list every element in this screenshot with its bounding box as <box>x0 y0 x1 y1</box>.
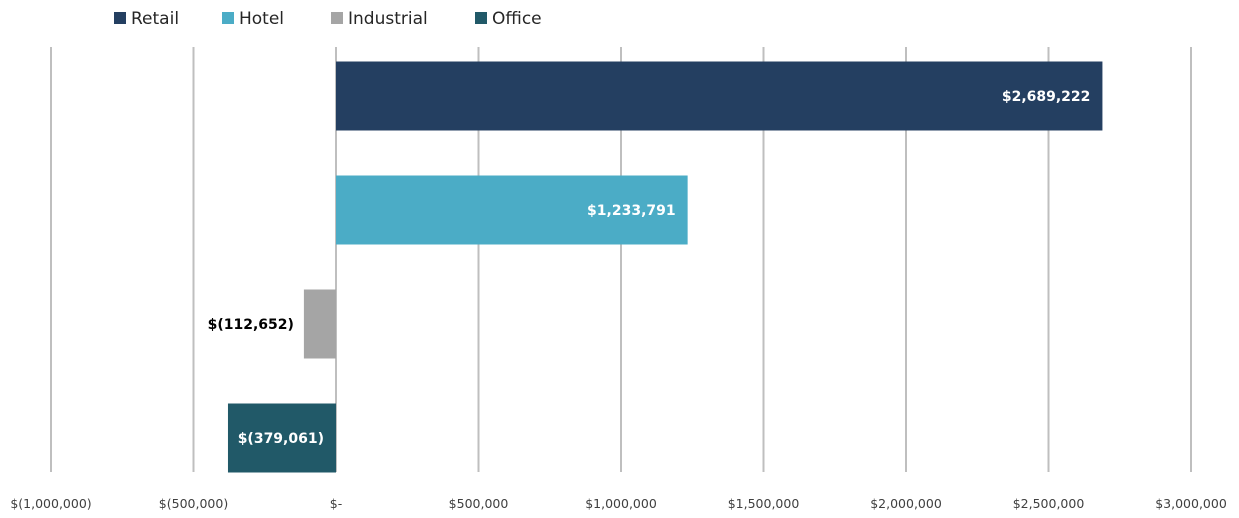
x-tick-label: $(500,000) <box>159 496 228 511</box>
data-label-industrial: $(112,652) <box>208 317 294 333</box>
legend-swatch-hotel <box>222 12 234 24</box>
legend: Retail Hotel Industrial Office <box>114 9 542 29</box>
bars <box>227 61 1103 473</box>
legend-swatch-industrial <box>331 12 343 24</box>
x-axis-ticks: $(1,000,000) $(500,000) $- $500,000 $1,000,0… <box>10 496 1226 511</box>
legend-label-office: Office <box>492 9 542 29</box>
legend-label-retail: Retail <box>131 9 179 29</box>
x-tick-label: $2,000,000 <box>870 496 942 511</box>
x-tick-label: $1,000,000 <box>585 496 657 511</box>
legend-swatch-retail <box>114 12 126 24</box>
x-tick-label: $2,500,000 <box>1013 496 1085 511</box>
legend-label-industrial: Industrial <box>348 9 428 29</box>
data-label-hotel: $1,233,791 <box>587 203 676 219</box>
data-label-office: $(379,061) <box>238 431 324 447</box>
data-labels: $2,689,222 $1,233,791 $(112,652) $(379,061) <box>208 89 1091 447</box>
x-tick-label: $1,500,000 <box>728 496 800 511</box>
legend-label-hotel: Hotel <box>239 9 284 29</box>
x-tick-label: $3,000,000 <box>1155 496 1227 511</box>
x-tick-label: $(1,000,000) <box>10 496 91 511</box>
bar-retail <box>336 61 1103 131</box>
bar-hotel <box>336 175 688 245</box>
x-tick-label: $- <box>330 496 342 511</box>
x-tick-label: $500,000 <box>449 496 509 511</box>
data-label-retail: $2,689,222 <box>1002 89 1091 105</box>
bar-office <box>227 403 336 473</box>
legend-swatch-office <box>475 12 487 24</box>
bar-industrial <box>303 289 336 359</box>
